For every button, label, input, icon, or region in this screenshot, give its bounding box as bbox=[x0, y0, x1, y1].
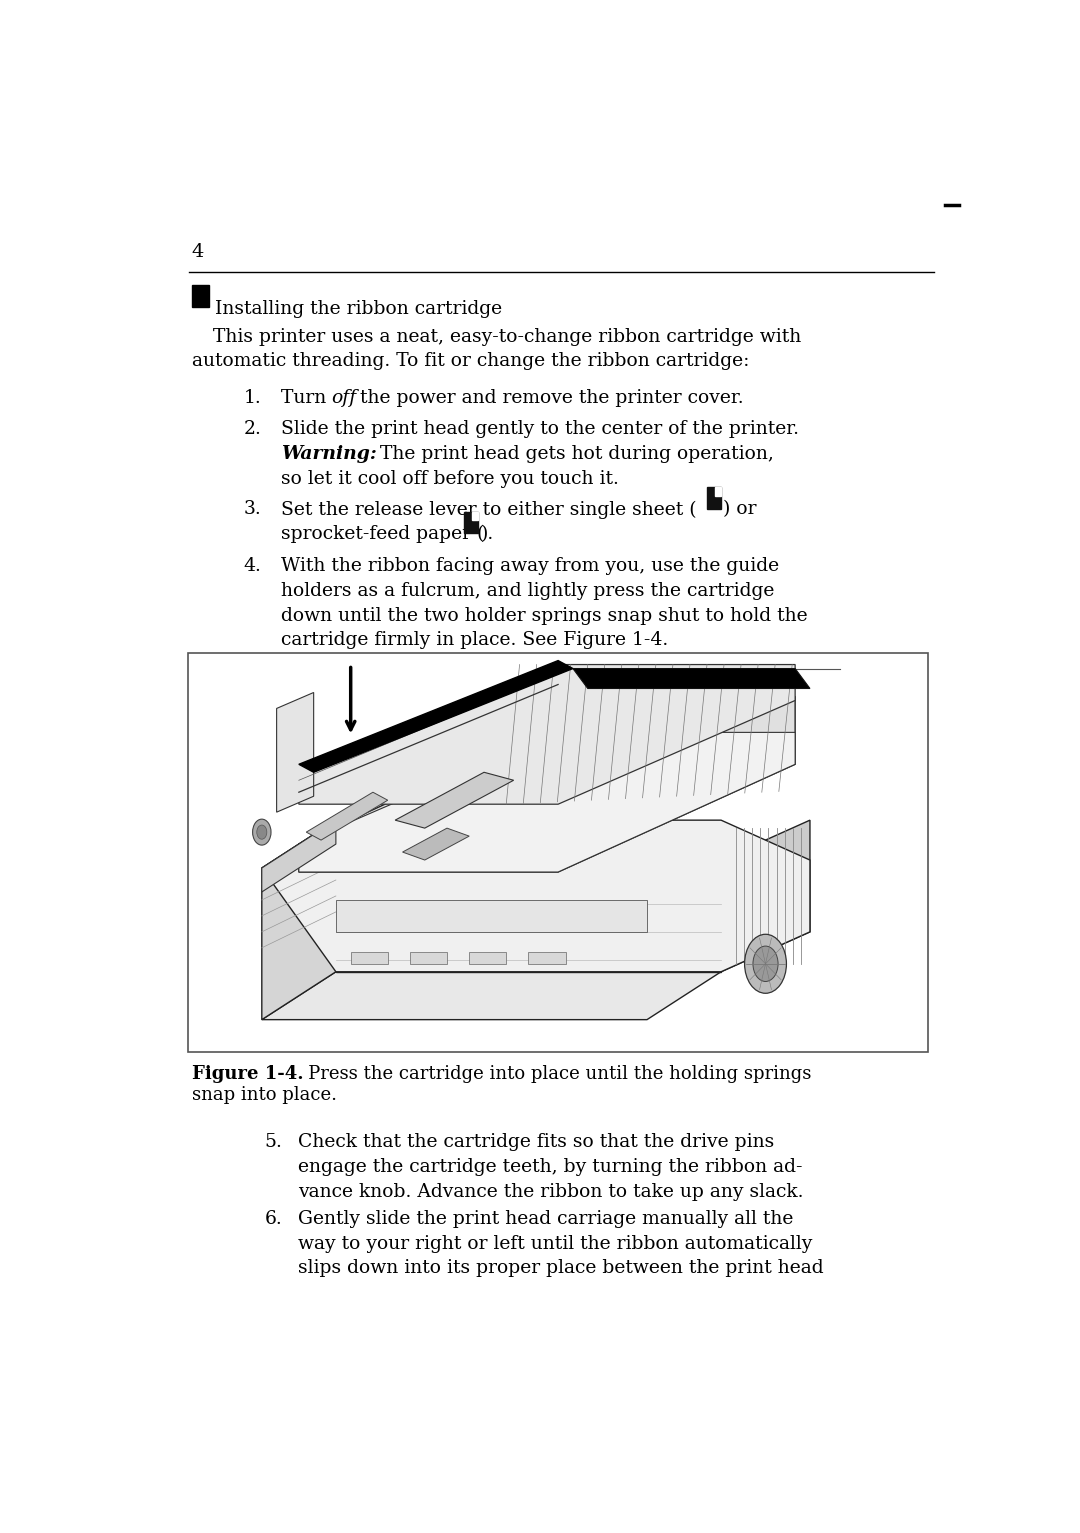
Circle shape bbox=[257, 825, 267, 839]
Bar bbox=[464, 512, 478, 533]
Text: ).: ). bbox=[481, 526, 494, 543]
Bar bbox=[706, 487, 721, 509]
Polygon shape bbox=[261, 820, 336, 1019]
Polygon shape bbox=[261, 820, 336, 892]
Polygon shape bbox=[299, 696, 795, 872]
Polygon shape bbox=[276, 693, 313, 812]
Bar bbox=[472, 512, 478, 520]
Polygon shape bbox=[261, 820, 810, 972]
Text: 6.: 6. bbox=[265, 1210, 283, 1228]
Polygon shape bbox=[469, 952, 507, 964]
Bar bbox=[192, 285, 208, 307]
Polygon shape bbox=[721, 820, 810, 972]
Bar bbox=[715, 487, 721, 495]
Text: With the ribbon facing away from you, use the guide: With the ribbon facing away from you, us… bbox=[282, 556, 780, 575]
Polygon shape bbox=[403, 828, 469, 860]
Text: Check that the cartridge fits so that the drive pins: Check that the cartridge fits so that th… bbox=[298, 1133, 774, 1151]
Text: ) or: ) or bbox=[724, 500, 757, 518]
Polygon shape bbox=[299, 664, 795, 805]
Text: Press the cartridge into place until the holding springs: Press the cartridge into place until the… bbox=[291, 1064, 811, 1082]
Polygon shape bbox=[299, 733, 795, 872]
Bar bbox=[188, 653, 929, 1052]
Polygon shape bbox=[528, 952, 566, 964]
Text: off: off bbox=[332, 389, 357, 408]
Polygon shape bbox=[395, 773, 514, 828]
Circle shape bbox=[753, 946, 778, 981]
Text: snap into place.: snap into place. bbox=[192, 1085, 337, 1104]
Text: slips down into its proper place between the print head: slips down into its proper place between… bbox=[298, 1259, 824, 1277]
Text: Installing the ribbon cartridge: Installing the ribbon cartridge bbox=[215, 299, 501, 317]
Text: Gently slide the print head carriage manually all the: Gently slide the print head carriage man… bbox=[298, 1210, 794, 1228]
Text: Set the release lever to either single sheet (: Set the release lever to either single s… bbox=[282, 500, 697, 518]
Polygon shape bbox=[572, 668, 810, 688]
Polygon shape bbox=[336, 900, 647, 932]
Text: 4.: 4. bbox=[244, 556, 261, 575]
Circle shape bbox=[744, 934, 786, 993]
Text: so let it cool off before you touch it.: so let it cool off before you touch it. bbox=[282, 469, 619, 487]
Text: the power and remove the printer cover.: the power and remove the printer cover. bbox=[354, 389, 744, 408]
Text: 5.: 5. bbox=[265, 1133, 283, 1151]
Text: Slide the print head gently to the center of the printer.: Slide the print head gently to the cente… bbox=[282, 420, 799, 438]
Text: cartridge firmly in place. See Figure 1-4.: cartridge firmly in place. See Figure 1-… bbox=[282, 632, 669, 650]
Text: 4: 4 bbox=[192, 244, 204, 261]
Text: Turn: Turn bbox=[282, 389, 333, 408]
Text: The print head gets hot during operation,: The print head gets hot during operation… bbox=[374, 445, 773, 463]
Text: automatic threading. To fit or change the ribbon cartridge:: automatic threading. To fit or change th… bbox=[192, 351, 750, 369]
Circle shape bbox=[253, 819, 271, 845]
Text: 3.: 3. bbox=[244, 500, 261, 518]
Polygon shape bbox=[410, 952, 447, 964]
Text: sprocket-feed paper (: sprocket-feed paper ( bbox=[282, 526, 485, 543]
Text: Warning:: Warning: bbox=[282, 445, 377, 463]
Text: holders as a fulcrum, and lightly press the cartridge: holders as a fulcrum, and lightly press … bbox=[282, 581, 774, 599]
Polygon shape bbox=[307, 793, 388, 840]
Text: 1.: 1. bbox=[244, 389, 261, 408]
Text: way to your right or left until the ribbon automatically: way to your right or left until the ribb… bbox=[298, 1234, 812, 1252]
Polygon shape bbox=[351, 952, 388, 964]
Text: Figure 1-4.: Figure 1-4. bbox=[192, 1064, 303, 1082]
Polygon shape bbox=[261, 972, 721, 1019]
Polygon shape bbox=[299, 661, 572, 773]
Text: vance knob. Advance the ribbon to take up any slack.: vance knob. Advance the ribbon to take u… bbox=[298, 1182, 804, 1200]
Text: 2.: 2. bbox=[244, 420, 261, 438]
Polygon shape bbox=[336, 860, 721, 972]
Text: engage the cartridge teeth, by turning the ribbon ad-: engage the cartridge teeth, by turning t… bbox=[298, 1157, 802, 1176]
Text: down until the two holder springs snap shut to hold the: down until the two holder springs snap s… bbox=[282, 607, 808, 624]
Text: This printer uses a neat, easy-to-change ribbon cartridge with: This printer uses a neat, easy-to-change… bbox=[213, 328, 801, 346]
